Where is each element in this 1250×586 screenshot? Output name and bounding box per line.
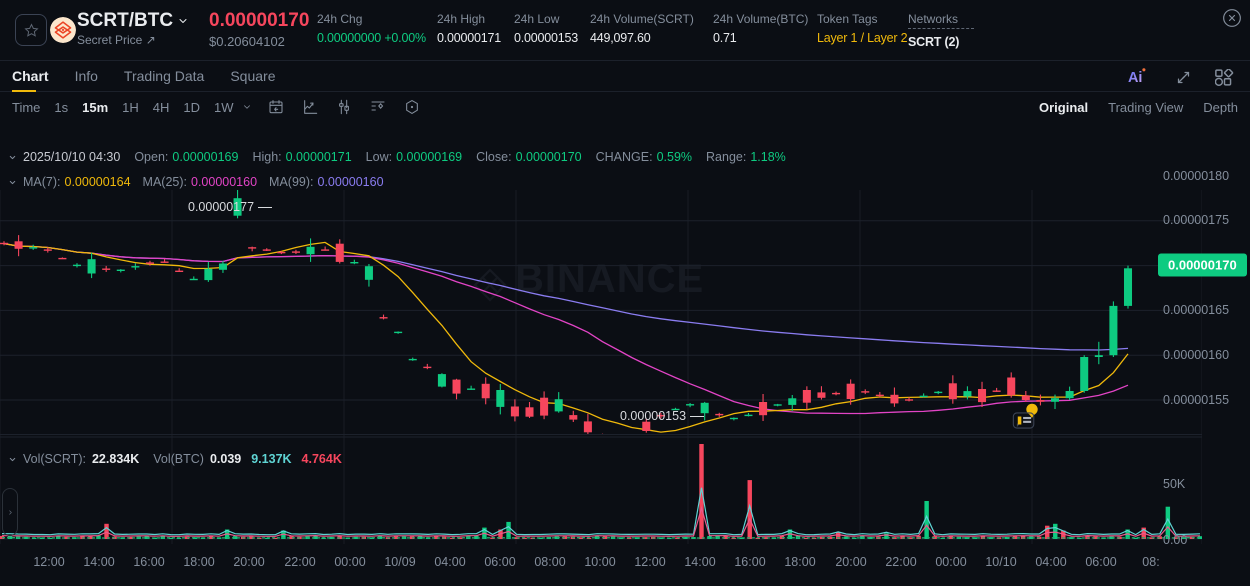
svg-text:BINANCE: BINANCE <box>515 257 704 301</box>
svg-text:Ai: Ai <box>1128 70 1142 86</box>
